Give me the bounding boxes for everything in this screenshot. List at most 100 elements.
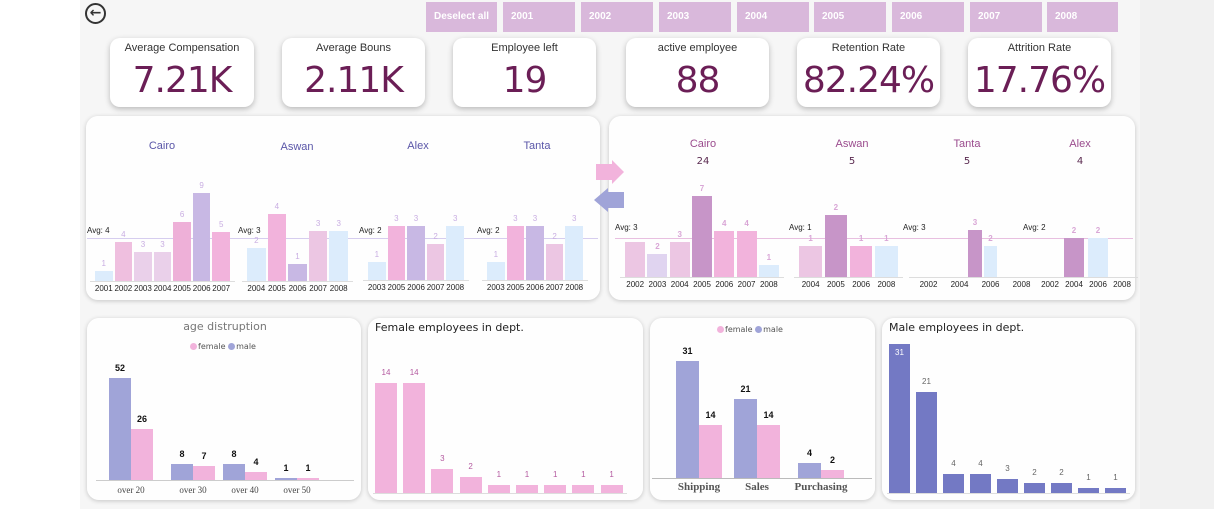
data-label: 1	[283, 463, 289, 473]
bar[interactable]	[459, 477, 482, 493]
bar[interactable]	[875, 246, 898, 277]
bar[interactable]	[1078, 488, 1099, 493]
legend-male: male	[236, 342, 256, 351]
bar[interactable]	[1024, 483, 1045, 493]
kpi-title: Attrition Rate	[1007, 42, 1072, 54]
bar[interactable]	[526, 226, 544, 280]
bar-male[interactable]	[275, 478, 297, 480]
bar[interactable]	[329, 230, 348, 281]
bar[interactable]	[916, 392, 937, 493]
page-nav-arrows[interactable]	[594, 158, 626, 214]
data-label: 3	[452, 214, 458, 223]
bar[interactable]	[367, 262, 386, 280]
bar[interactable]	[94, 271, 113, 281]
bar-male[interactable]	[798, 462, 821, 478]
city-title-alex: Alex	[407, 140, 429, 152]
bar[interactable]	[1051, 483, 1072, 493]
bar[interactable]	[669, 242, 690, 277]
bar[interactable]	[983, 245, 998, 277]
bar[interactable]	[889, 344, 910, 493]
x-tick-label: 2006	[852, 280, 871, 289]
arrow-left-icon[interactable]	[594, 188, 624, 212]
bar-female[interactable]	[757, 425, 780, 478]
bar[interactable]	[192, 192, 211, 281]
data-label: 6	[179, 210, 185, 220]
bar[interactable]	[572, 485, 595, 493]
data-label: 3	[140, 239, 146, 249]
bar[interactable]	[387, 226, 406, 280]
bar[interactable]	[446, 226, 464, 280]
year-button-2008[interactable]: 2008	[1047, 2, 1118, 32]
bar[interactable]	[114, 241, 133, 281]
bar[interactable]	[849, 246, 873, 277]
age-chart-title: age distruption	[183, 320, 267, 333]
x-tick-label: 2007	[426, 283, 445, 292]
year-button-2005[interactable]: 2005	[814, 2, 886, 32]
bar[interactable]	[247, 247, 266, 281]
year-button-2002[interactable]: 2002	[581, 2, 653, 32]
bar[interactable]	[308, 230, 328, 281]
bar[interactable]	[212, 232, 231, 281]
bar[interactable]	[1087, 238, 1109, 277]
bar[interactable]	[545, 244, 564, 280]
x-axis-line	[482, 280, 588, 281]
city-title-tanta: Tanta	[953, 138, 981, 150]
data-label: 2	[1095, 226, 1101, 235]
data-label: 3	[315, 218, 321, 228]
bar[interactable]	[486, 262, 505, 280]
data-label: 2	[254, 235, 259, 245]
bar[interactable]	[544, 485, 567, 493]
bar[interactable]	[516, 485, 538, 493]
deselect-all-button[interactable]: Deselect all	[426, 2, 497, 32]
arrow-right-icon[interactable]	[596, 160, 624, 184]
bar[interactable]	[799, 246, 822, 277]
bar[interactable]	[487, 485, 510, 493]
data-label: 1	[493, 250, 499, 259]
bar[interactable]	[1063, 238, 1085, 277]
avg-label-alex: Avg: 2	[1023, 223, 1046, 232]
bar-male[interactable]	[109, 378, 131, 480]
year-button-2006[interactable]: 2006	[892, 2, 964, 32]
year-button-2003[interactable]: 2003	[659, 2, 731, 32]
bar[interactable]	[997, 478, 1018, 493]
bar[interactable]	[375, 382, 397, 493]
bar[interactable]	[647, 253, 668, 277]
year-button-2001[interactable]: 2001	[503, 2, 575, 32]
year-button-2004[interactable]: 2004	[737, 2, 809, 32]
bar[interactable]	[968, 229, 982, 277]
bar[interactable]	[426, 244, 445, 280]
bar-female[interactable]	[131, 429, 153, 480]
arrow-left-circle-icon[interactable]: ←	[85, 3, 106, 24]
bar[interactable]	[267, 214, 287, 281]
bar-male[interactable]	[676, 361, 699, 478]
year-button-2007[interactable]: 2007	[970, 2, 1042, 32]
kpi-card: active employee 88	[626, 38, 769, 107]
bar[interactable]	[134, 251, 152, 281]
bar[interactable]	[506, 226, 525, 280]
bar[interactable]	[565, 226, 583, 280]
bar[interactable]	[403, 382, 426, 493]
bar-female[interactable]	[245, 472, 267, 480]
bar-female[interactable]	[297, 478, 319, 480]
bar[interactable]	[824, 215, 848, 277]
bar-female[interactable]	[699, 425, 722, 478]
bar[interactable]	[758, 265, 779, 277]
bar[interactable]	[625, 242, 646, 277]
bar-male[interactable]	[223, 464, 245, 480]
bar-female[interactable]	[821, 470, 844, 478]
bar[interactable]	[714, 230, 735, 277]
bar[interactable]	[153, 251, 172, 281]
bar[interactable]	[288, 264, 307, 281]
bar[interactable]	[431, 469, 454, 493]
bar-male[interactable]	[171, 464, 193, 480]
bar-male[interactable]	[734, 398, 757, 478]
bar-female[interactable]	[193, 466, 215, 480]
bar[interactable]	[1105, 488, 1126, 493]
bar[interactable]	[407, 226, 425, 280]
bar[interactable]	[943, 473, 964, 493]
bar[interactable]	[970, 473, 991, 493]
bar[interactable]	[691, 195, 713, 277]
bar[interactable]	[736, 230, 757, 277]
bar[interactable]	[600, 485, 623, 493]
bar[interactable]	[173, 222, 191, 281]
